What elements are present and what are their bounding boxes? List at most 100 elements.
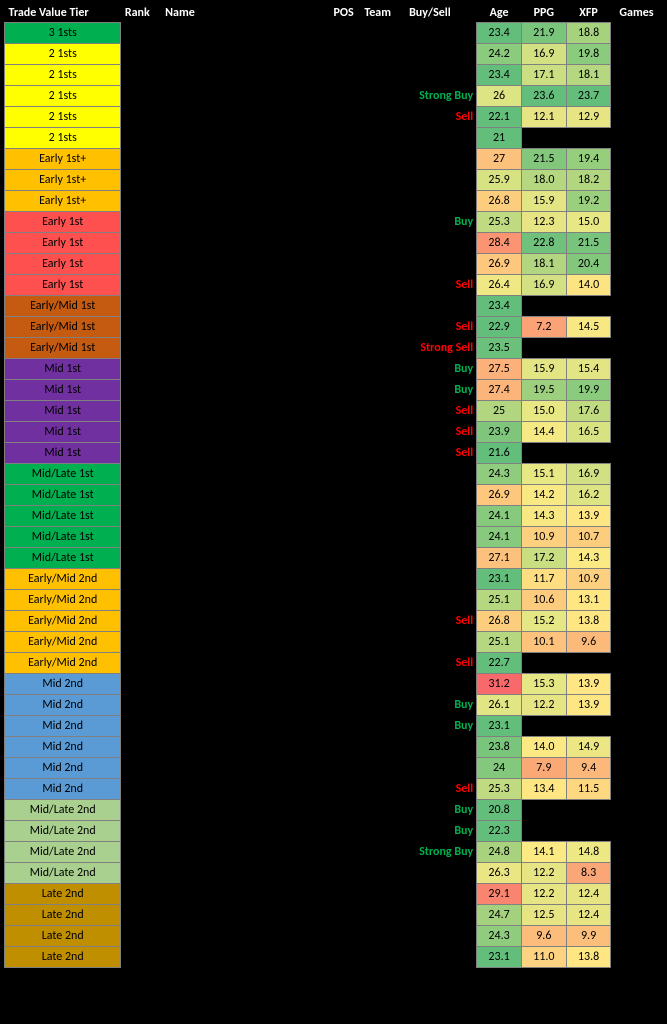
- rank-cell: [121, 254, 161, 275]
- xfp-cell: 21.5: [566, 233, 611, 254]
- buysell-cell: Buy: [405, 821, 477, 842]
- pos-cell: [327, 569, 361, 590]
- rank-cell: [121, 863, 161, 884]
- pos-cell: [327, 821, 361, 842]
- rank-cell: [121, 170, 161, 191]
- xfp-cell: 9.4: [566, 758, 611, 779]
- table-row: Mid/Late 1st24.110.910.7: [5, 527, 663, 548]
- team-cell: [360, 611, 405, 632]
- ppg-cell: 14.3: [521, 506, 566, 527]
- pos-cell: [327, 506, 361, 527]
- team-cell: [360, 233, 405, 254]
- buysell-cell: [405, 884, 477, 905]
- rank-cell: [121, 86, 161, 107]
- pos-cell: [327, 128, 361, 149]
- pos-cell: [327, 296, 361, 317]
- age-cell: 24.3: [477, 464, 522, 485]
- games-cell: [611, 443, 663, 464]
- col-age: Age: [477, 4, 522, 23]
- buysell-cell: Buy: [405, 716, 477, 737]
- pos-cell: [327, 674, 361, 695]
- games-cell: [611, 44, 663, 65]
- games-cell: [611, 107, 663, 128]
- xfp-cell: 16.5: [566, 422, 611, 443]
- name-cell: [161, 464, 327, 485]
- buysell-cell: [405, 590, 477, 611]
- rank-cell: [121, 548, 161, 569]
- rank-cell: [121, 926, 161, 947]
- rank-cell: [121, 443, 161, 464]
- tier-cell: Early 1st: [5, 212, 121, 233]
- name-cell: [161, 401, 327, 422]
- name-cell: [161, 548, 327, 569]
- pos-cell: [327, 401, 361, 422]
- team-cell: [360, 884, 405, 905]
- rank-cell: [121, 275, 161, 296]
- rank-cell: [121, 758, 161, 779]
- table-row: Mid/Late 2ndBuy22.3: [5, 821, 663, 842]
- games-cell: [611, 758, 663, 779]
- games-cell: [611, 632, 663, 653]
- tier-cell: Early/Mid 2nd: [5, 653, 121, 674]
- tier-cell: 2 1sts: [5, 128, 121, 149]
- games-cell: [611, 800, 663, 821]
- pos-cell: [327, 737, 361, 758]
- team-cell: [360, 170, 405, 191]
- tier-cell: Mid 2nd: [5, 695, 121, 716]
- tier-cell: Mid 1st: [5, 443, 121, 464]
- age-cell: 25.3: [477, 212, 522, 233]
- games-cell: [611, 947, 663, 968]
- games-cell: [611, 779, 663, 800]
- buysell-cell: [405, 44, 477, 65]
- rank-cell: [121, 716, 161, 737]
- rank-cell: [121, 464, 161, 485]
- name-cell: [161, 191, 327, 212]
- tier-cell: Late 2nd: [5, 947, 121, 968]
- rank-cell: [121, 359, 161, 380]
- age-cell: 23.1: [477, 716, 522, 737]
- games-cell: [611, 842, 663, 863]
- name-cell: [161, 65, 327, 86]
- games-cell: [611, 359, 663, 380]
- age-cell: 26: [477, 86, 522, 107]
- ppg-cell: [521, 653, 566, 674]
- pos-cell: [327, 548, 361, 569]
- tier-cell: 2 1sts: [5, 107, 121, 128]
- table-row: 2 1sts23.417.118.1: [5, 65, 663, 86]
- name-cell: [161, 590, 327, 611]
- pos-cell: [327, 149, 361, 170]
- buysell-cell: Strong Buy: [405, 86, 477, 107]
- team-cell: [360, 317, 405, 338]
- tier-cell: Late 2nd: [5, 905, 121, 926]
- name-cell: [161, 275, 327, 296]
- pos-cell: [327, 905, 361, 926]
- tier-cell: Mid/Late 1st: [5, 485, 121, 506]
- table-row: Early/Mid 1st23.4: [5, 296, 663, 317]
- tier-cell: 2 1sts: [5, 86, 121, 107]
- table-row: 2 1stsStrong Buy2623.623.7: [5, 86, 663, 107]
- xfp-cell: 14.5: [566, 317, 611, 338]
- team-cell: [360, 926, 405, 947]
- xfp-cell: [566, 338, 611, 359]
- col-xfp: XFP: [566, 4, 611, 23]
- pos-cell: [327, 779, 361, 800]
- table-row: Early/Mid 1stStrong Sell23.5: [5, 338, 663, 359]
- col-rank: Rank: [121, 4, 161, 23]
- games-cell: [611, 611, 663, 632]
- xfp-cell: 18.1: [566, 65, 611, 86]
- rank-cell: [121, 611, 161, 632]
- games-cell: [611, 548, 663, 569]
- name-cell: [161, 485, 327, 506]
- team-cell: [360, 464, 405, 485]
- xfp-cell: 18.8: [566, 23, 611, 44]
- name-cell: [161, 527, 327, 548]
- tier-cell: Early 1st: [5, 233, 121, 254]
- age-cell: 26.9: [477, 254, 522, 275]
- pos-cell: [327, 443, 361, 464]
- buysell-cell: Buy: [405, 359, 477, 380]
- table-row: Mid 1stBuy27.419.519.9: [5, 380, 663, 401]
- buysell-cell: Sell: [405, 422, 477, 443]
- team-cell: [360, 758, 405, 779]
- xfp-cell: 12.4: [566, 884, 611, 905]
- games-cell: [611, 884, 663, 905]
